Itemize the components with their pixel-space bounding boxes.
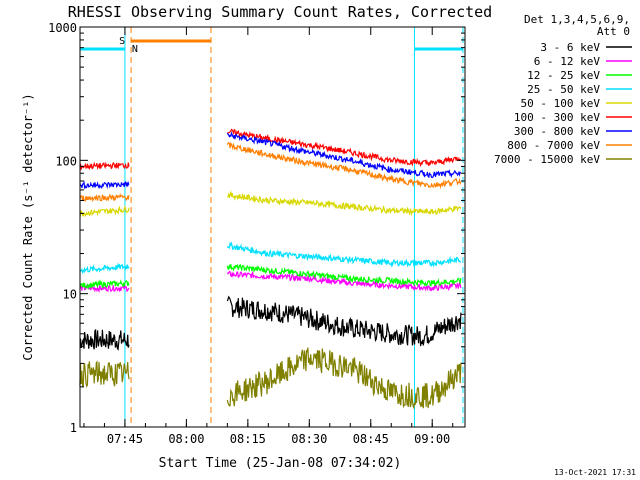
series-line-3-seg-0 bbox=[79, 262, 130, 275]
series-line-0-seg-1 bbox=[226, 295, 462, 347]
series-line-7-seg-1 bbox=[226, 141, 462, 190]
y-tick-label: 10 bbox=[63, 288, 77, 302]
y-tick-label: 1000 bbox=[48, 21, 77, 35]
legend-header: Att 0 bbox=[597, 25, 630, 38]
legend-label: 12 - 25 keV bbox=[527, 69, 600, 82]
series-line-5-seg-0 bbox=[79, 161, 130, 171]
legend-label: 25 - 50 keV bbox=[527, 83, 600, 96]
legend-label: 800 - 7000 keV bbox=[507, 139, 600, 152]
axes: 07:45 08:00 08:15 08:30 08:45 09:00 1 10 100 1000 bbox=[48, 21, 465, 446]
series-line-5-seg-1 bbox=[227, 128, 462, 168]
y-tick-label: 100 bbox=[55, 154, 77, 168]
series-line-3-seg-1 bbox=[226, 241, 462, 268]
series-line-2-seg-1 bbox=[226, 263, 462, 287]
y-tick-label: 1 bbox=[70, 421, 77, 435]
series-line-2-seg-0 bbox=[79, 279, 130, 291]
legend-label: 3 - 6 keV bbox=[540, 41, 600, 54]
x-tick-label: 07:45 bbox=[107, 432, 143, 446]
y-axis-label: Corrected Count Rate (s⁻¹ detector⁻¹) bbox=[21, 93, 35, 360]
series-line-0-seg-0 bbox=[79, 328, 130, 351]
x-tick-label: 08:00 bbox=[168, 432, 204, 446]
legend-label: 300 - 800 keV bbox=[514, 125, 600, 138]
saa-flag-label: S bbox=[119, 36, 125, 47]
chart-title: RHESSI Observing Summary Count Rates, Co… bbox=[68, 3, 492, 21]
series-line-8-seg-1 bbox=[226, 347, 462, 410]
plot-frame bbox=[79, 26, 466, 428]
series-line-7-seg-0 bbox=[79, 192, 130, 202]
x-axis-label: Start Time (25-Jan-08 07:34:02) bbox=[159, 456, 402, 471]
series-group bbox=[79, 128, 462, 410]
flag-markers: SN bbox=[79, 27, 464, 427]
x-tick-label: 08:15 bbox=[230, 432, 266, 446]
legend-label: 7000 - 15000 keV bbox=[494, 153, 600, 166]
legend-label: 50 - 100 keV bbox=[521, 97, 601, 110]
legend-label: 100 - 300 keV bbox=[514, 111, 600, 124]
series-line-4-seg-0 bbox=[79, 205, 130, 218]
x-tick-label: 09:00 bbox=[414, 432, 450, 446]
legend-header: Det 1,3,4,5,6,9, bbox=[524, 13, 630, 26]
series-line-1-seg-1 bbox=[226, 270, 462, 292]
series-line-6-seg-1 bbox=[226, 131, 461, 179]
x-tick-label: 08:45 bbox=[353, 432, 389, 446]
night-flag-label: N bbox=[132, 44, 138, 55]
series-line-4-seg-1 bbox=[227, 190, 462, 217]
timestamp: 13-Oct-2021 17:31 bbox=[554, 468, 636, 477]
x-tick-label: 08:30 bbox=[291, 432, 327, 446]
series-line-8-seg-0 bbox=[79, 360, 130, 388]
legend-label: 6 - 12 keV bbox=[534, 55, 601, 68]
series-line-6-seg-0 bbox=[79, 180, 130, 190]
